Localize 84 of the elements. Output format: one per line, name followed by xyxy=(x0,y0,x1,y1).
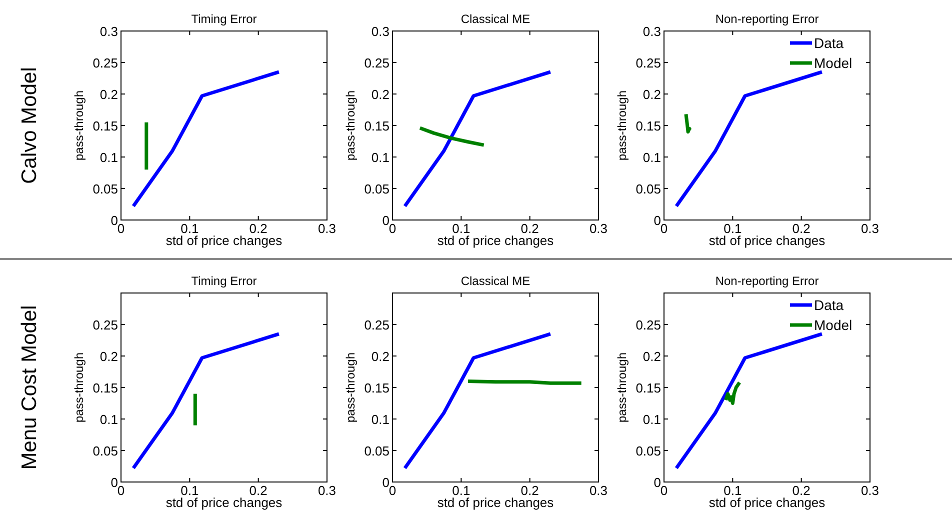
x-axis-title: std of price changes xyxy=(437,233,554,248)
x-tick-label: 0.1 xyxy=(452,221,470,236)
y-tick-label: 0.05 xyxy=(636,182,661,196)
x-tick-label: 0.3 xyxy=(860,221,880,236)
line-series xyxy=(674,332,824,470)
y-tick-label: 0.2 xyxy=(100,349,118,364)
y-tick-label: 0.15 xyxy=(636,380,661,396)
chart-title: Non-reporting Error xyxy=(715,12,819,26)
line-series xyxy=(674,70,824,208)
x-tick-label: 0.2 xyxy=(792,483,810,498)
legend-label: Data xyxy=(814,297,844,313)
y-tick-label: 0.2 xyxy=(642,349,661,364)
x-tick-label: 0.1 xyxy=(724,483,742,498)
x-tick-label: 0.2 xyxy=(249,221,268,236)
y-tick-label: 0.05 xyxy=(636,444,661,458)
x-tick-label: 0.3 xyxy=(589,221,608,236)
y-axis-title: pass-through xyxy=(615,352,629,423)
y-tick-label: 0.3 xyxy=(371,24,390,39)
chart-title: Timing Error xyxy=(191,12,257,26)
y-tick-label: 0.1 xyxy=(100,412,118,427)
y-tick-label: 0.05 xyxy=(92,182,118,196)
line-series xyxy=(132,70,281,208)
line-series xyxy=(684,112,692,134)
y-axis-title: pass-through xyxy=(344,90,358,161)
legend-label: Model xyxy=(814,55,852,71)
y-tick-label: 0.15 xyxy=(364,380,390,396)
line-series xyxy=(403,332,552,470)
y-tick-label: 0.05 xyxy=(92,444,118,458)
line-series xyxy=(418,126,486,147)
y-tick-label: 0.05 xyxy=(364,182,390,196)
y-tick-label: 0.25 xyxy=(364,56,390,70)
x-tick-label: 0.2 xyxy=(792,221,810,236)
x-tick-label: 0.2 xyxy=(520,483,539,498)
legend-label: Model xyxy=(814,317,852,333)
y-tick-label: 0.15 xyxy=(92,380,118,396)
x-tick-label: 0.3 xyxy=(318,483,336,498)
x-tick-label: 0.3 xyxy=(318,221,336,236)
y-tick-label: 0.25 xyxy=(364,318,390,332)
chart-title: Timing Error xyxy=(191,274,257,288)
y-tick-label: 0.1 xyxy=(642,150,661,165)
y-tick-label: 0.2 xyxy=(642,87,661,102)
y-tick-label: 0.1 xyxy=(642,412,661,427)
chart-title: Classical ME xyxy=(460,274,530,288)
y-tick-label: 0.15 xyxy=(636,118,661,134)
y-tick-label: 0.15 xyxy=(92,118,118,134)
y-axis-title: pass-through xyxy=(615,90,629,161)
x-tick-label: 0.1 xyxy=(724,221,742,236)
x-tick-label: 0.2 xyxy=(520,221,539,236)
y-axis-title: pass-through xyxy=(344,352,358,423)
y-tick-label: 0.2 xyxy=(371,349,390,364)
line-series xyxy=(132,332,281,470)
y-tick-label: 0.25 xyxy=(636,56,661,70)
y-tick-label: 0.2 xyxy=(371,87,390,102)
legend-label: Data xyxy=(814,35,844,51)
x-axis-title: std of price changes xyxy=(708,495,826,510)
y-tick-label: 0.1 xyxy=(371,412,390,427)
x-tick-label: 0.3 xyxy=(589,483,608,498)
y-tick-label: 0.25 xyxy=(636,318,661,332)
y-tick-label: 0.2 xyxy=(100,87,118,102)
x-axis-title: std of price changes xyxy=(708,233,826,248)
text: Menu Cost Model xyxy=(18,305,41,470)
x-tick-label: 0.2 xyxy=(249,483,268,498)
x-axis-title: std of price changes xyxy=(166,495,283,510)
y-tick-label: 0.05 xyxy=(364,444,390,458)
y-tick-label: 0.3 xyxy=(100,24,118,39)
y-axis-title: pass-through xyxy=(72,90,86,161)
line-series xyxy=(724,380,742,405)
y-tick-label: 0.1 xyxy=(100,150,118,165)
line-series xyxy=(403,70,552,208)
y-tick-label: 0.1 xyxy=(371,150,390,165)
x-tick-label: 0.1 xyxy=(452,483,470,498)
y-tick-label: 0.3 xyxy=(642,24,661,39)
x-axis-title: std of price changes xyxy=(166,233,283,248)
y-tick-label: 0.25 xyxy=(92,318,118,332)
x-tick-label: 0.3 xyxy=(860,483,880,498)
chart-title: Classical ME xyxy=(460,12,530,26)
text: Calvo Model xyxy=(18,67,41,184)
chart-title: Non-reporting Error xyxy=(715,274,819,288)
y-tick-label: 0.25 xyxy=(92,56,118,70)
y-axis-title: pass-through xyxy=(72,352,86,423)
x-tick-label: 0.1 xyxy=(180,221,199,236)
y-tick-label: 0.15 xyxy=(364,118,390,134)
x-tick-label: 0.1 xyxy=(180,483,199,498)
x-axis-title: std of price changes xyxy=(437,495,554,510)
